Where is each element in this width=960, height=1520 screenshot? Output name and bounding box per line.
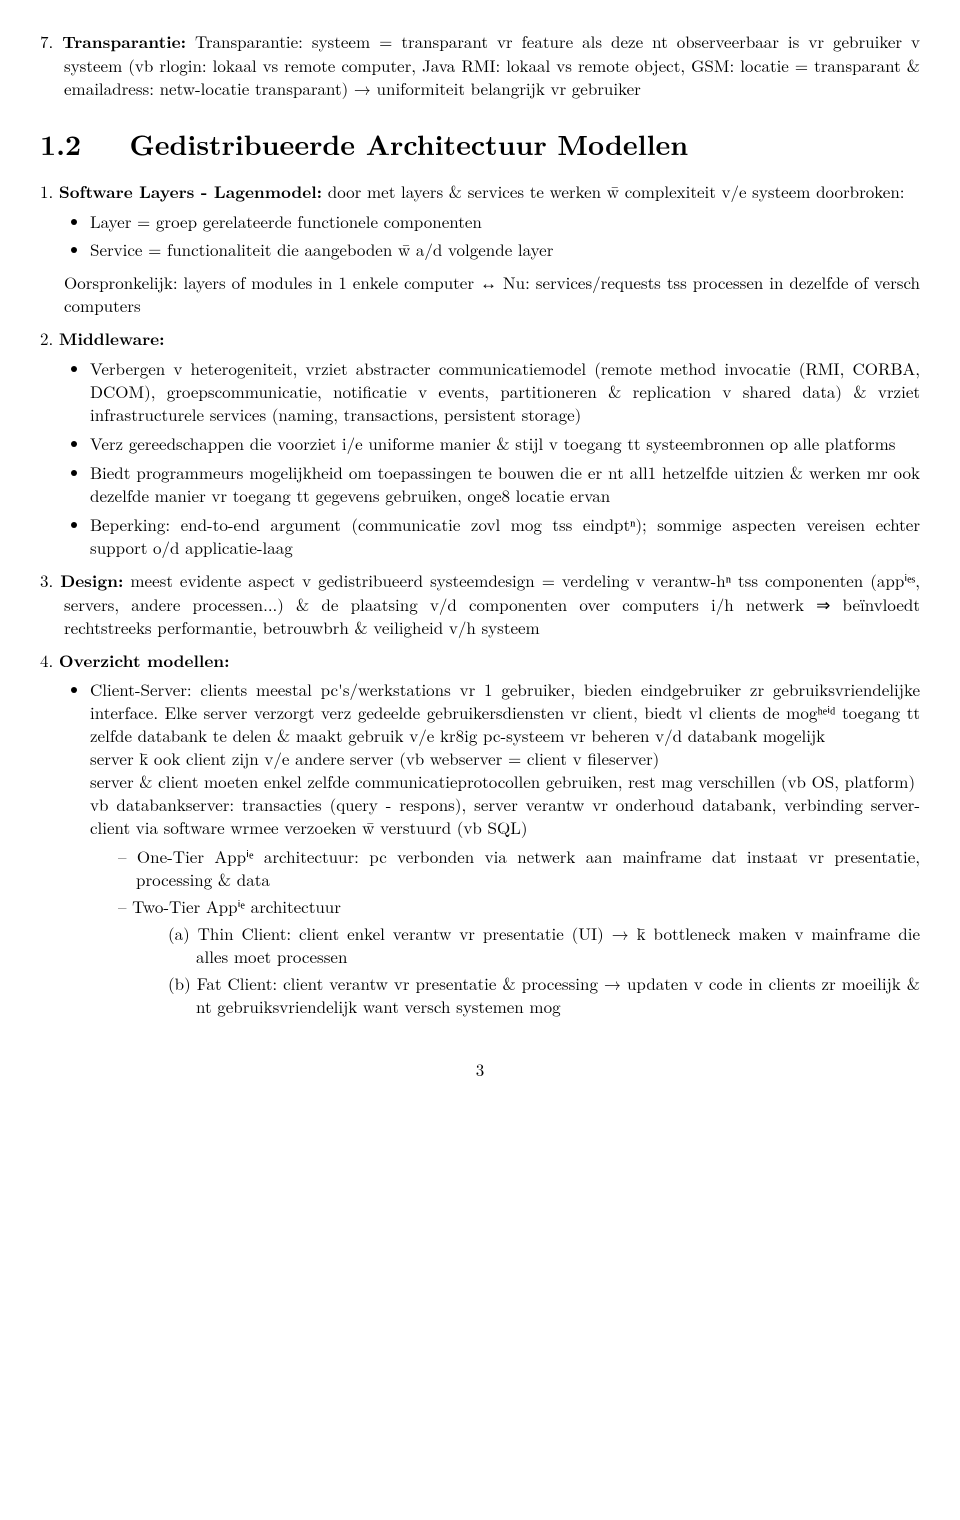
- ol-item-2: 2. Middleware: Verbergen v heterogenitei…: [64, 327, 920, 558]
- ol4-title: Overzicht modellen:: [59, 649, 230, 673]
- ol2-b4: Beperking: end-to-end argument (communic…: [90, 513, 920, 559]
- ol-item-1: 1. Software Layers - Lagenmodel: door me…: [64, 180, 920, 318]
- ol4-abc-b: (b) Fat Client: client verantw vr presen…: [196, 972, 920, 1018]
- ol1-title: Software Layers - Lagenmodel:: [59, 180, 322, 204]
- ol1-intro: door met layers & services te werken w̄ …: [328, 179, 905, 203]
- ol2-b1: Verbergen v heterogeniteit, vrziet abstr…: [90, 357, 920, 426]
- ol4-b1-p3: server & client moeten enkel zelfde comm…: [90, 769, 915, 793]
- ol-item-3: 3. Design: meest evidente aspect v gedis…: [64, 569, 920, 639]
- ol4-b1: Client-Server: clients meestal pc's/werk…: [90, 678, 920, 1017]
- ol4-b-text: Fat Client: client verantw vr presentati…: [196, 971, 920, 1018]
- ol-item-4: 4. Overzicht modellen: Client-Server: cl…: [64, 649, 920, 1018]
- section-heading: 1.2 Gedistribueerde Architectuur Modelle…: [40, 126, 920, 164]
- ol2-title: Middleware:: [59, 327, 165, 351]
- ol3-title: Design:: [60, 569, 123, 593]
- ol4-d2: Two-Tier Appⁱᵉ architectuur (a) Thin Cli…: [136, 895, 920, 1018]
- ol1-after: Oorspronkelijk: layers of modules in 1 e…: [64, 271, 920, 317]
- ol4-abc-a: (a) Thin Client: client enkel verantw vr…: [196, 922, 920, 968]
- list-item-7: 7. Transparantie: Transparantie: systeem…: [64, 30, 920, 100]
- section-title: Gedistribueerde Architectuur Modellen: [129, 124, 688, 164]
- item7-text: Transparantie: systeem = transparant vr …: [64, 29, 920, 100]
- ol2-b2: Verz gereedschappen die voorziet i/e uni…: [90, 432, 920, 455]
- ol3-text: meest evidente aspect v gedistribueerd s…: [64, 568, 920, 639]
- ol4-d1: One-Tier Appⁱᵉ architectuur: pc verbonde…: [136, 845, 920, 891]
- ol4-b1-p4: vb databankserver: transacties (query - …: [90, 792, 920, 839]
- ol4-a-text: Thin Client: client enkel verantw vr pre…: [196, 921, 920, 968]
- ol1-b2: Service = functionaliteit die aangeboden…: [90, 238, 920, 261]
- ol4-b1-p2: server k̄ ook client zijn v/e andere ser…: [90, 746, 659, 770]
- ol4-d2-text: Two-Tier Appⁱᵉ architectuur: [132, 894, 341, 918]
- ol4-b1-p1: Client-Server: clients meestal pc's/werk…: [90, 677, 920, 747]
- ol1-b1: Layer = groep gerelateerde functionele c…: [90, 210, 920, 233]
- page-number: 3: [40, 1058, 920, 1081]
- section-number: 1.2: [40, 124, 81, 164]
- ol2-b3: Biedt programmeurs mogelijkheid om toepa…: [90, 461, 920, 507]
